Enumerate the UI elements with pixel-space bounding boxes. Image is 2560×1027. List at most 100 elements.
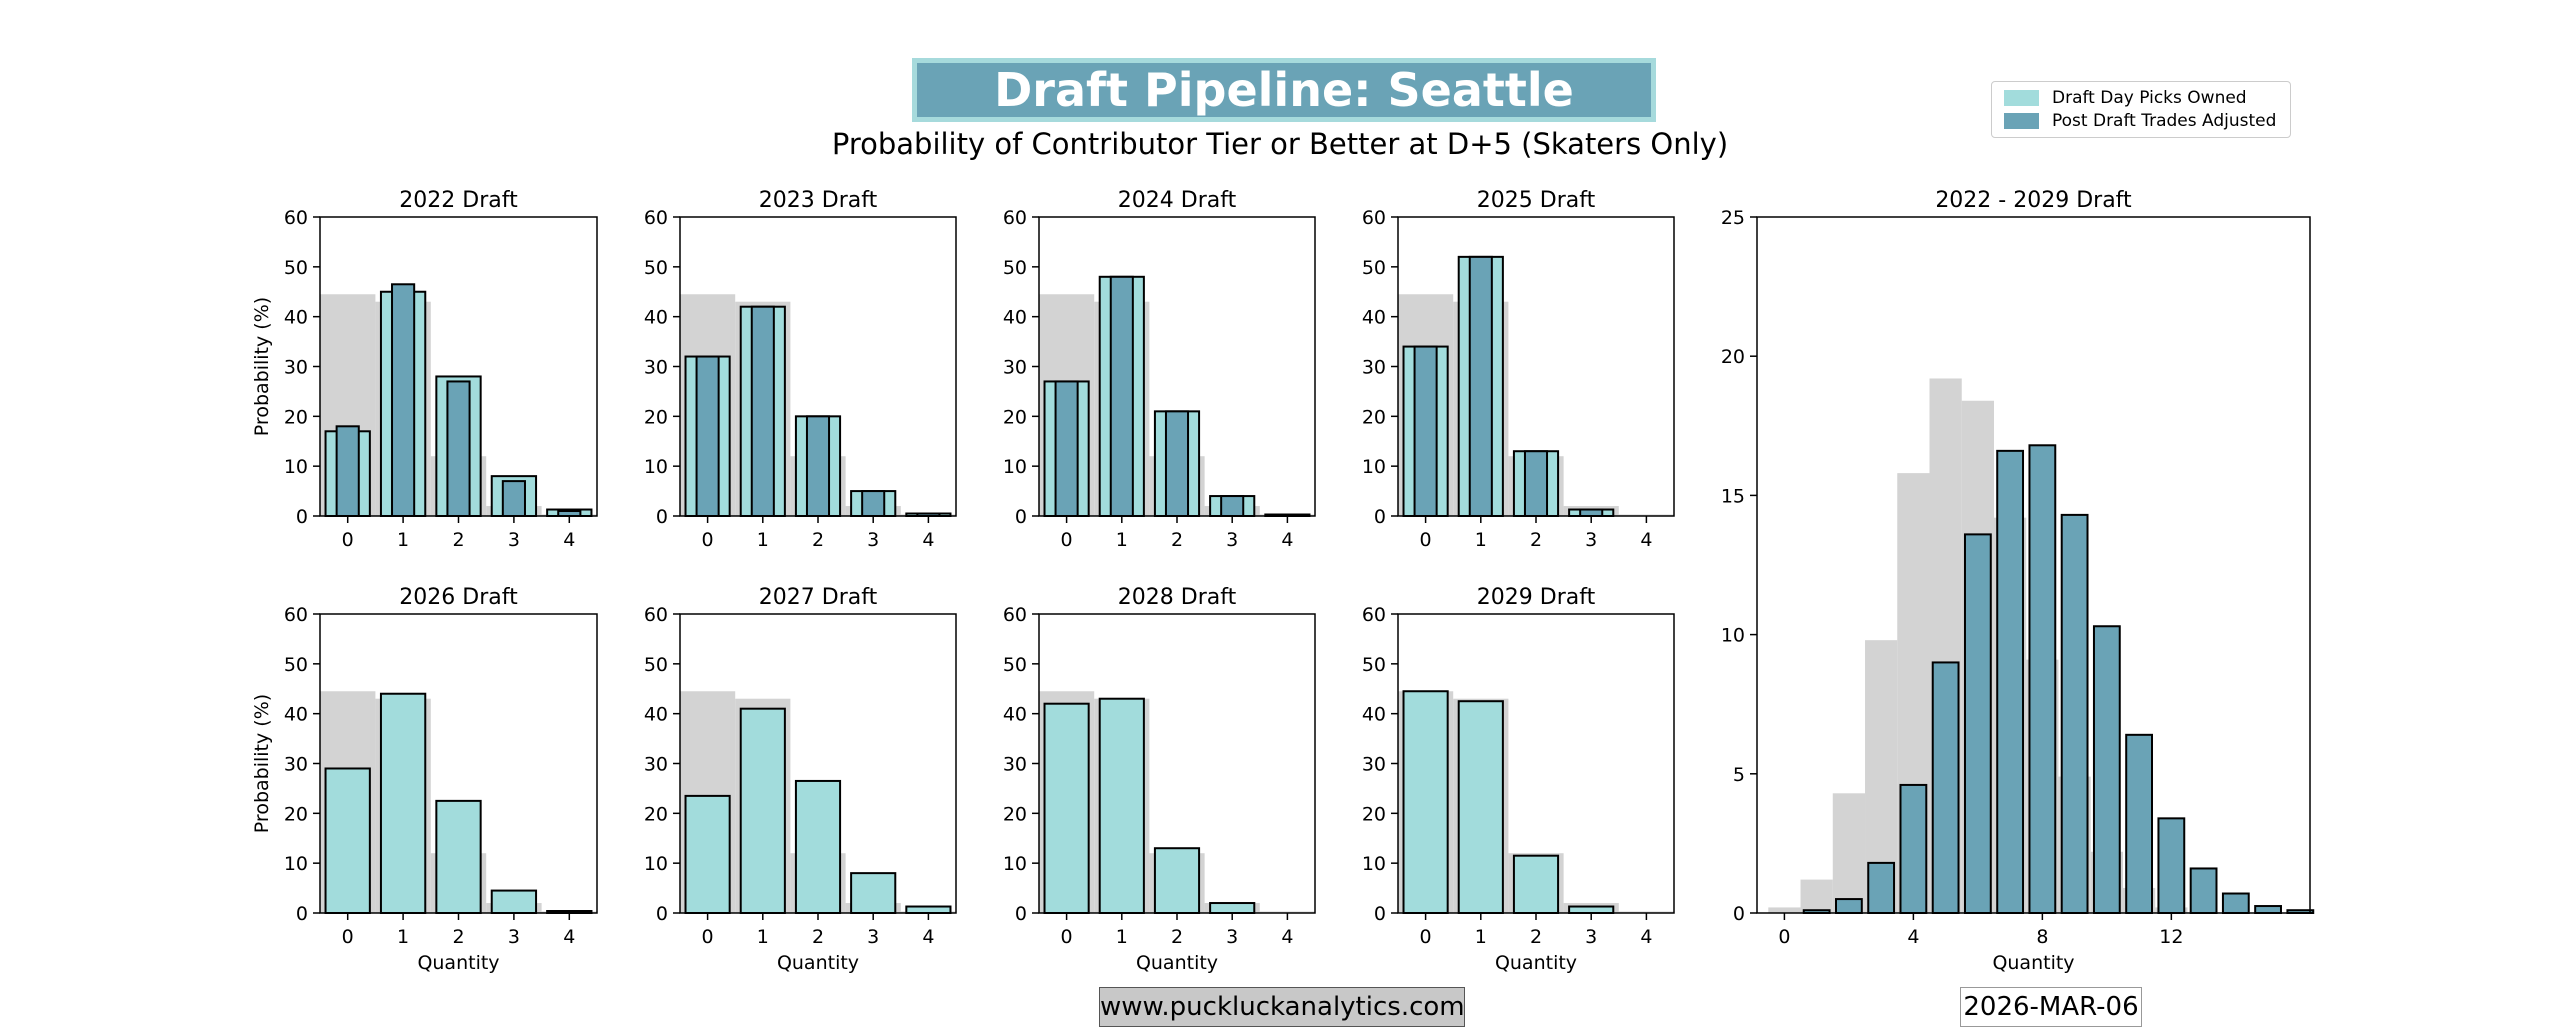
- x-tick-label: 3: [1226, 926, 1238, 948]
- y-tick-label: 0: [1733, 903, 1745, 925]
- x-tick-label: 3: [867, 926, 879, 948]
- y-axis-label: Probability (%): [251, 694, 273, 833]
- y-tick-label: 0: [1374, 506, 1386, 528]
- y-tick-label: 20: [1362, 406, 1386, 428]
- y-tick-label: 10: [644, 853, 668, 875]
- post-trade-bar: [1963, 533, 1992, 914]
- draft-day-bar: [490, 889, 538, 915]
- x-tick-label: 4: [922, 529, 934, 551]
- x-tick-label: 3: [1226, 529, 1238, 551]
- post-trade-bar: [391, 283, 416, 517]
- x-tick-label: 0: [1420, 529, 1432, 551]
- x-tick-label: 4: [1640, 529, 1652, 551]
- y-tick-label: 60: [644, 604, 668, 626]
- x-axis-label: Quantity: [777, 952, 859, 974]
- y-tick-label: 10: [1003, 853, 1027, 875]
- y-tick-label: 20: [644, 803, 668, 825]
- x-axis-label: Quantity: [1136, 952, 1218, 974]
- panel-title: 2024 Draft: [1118, 188, 1237, 213]
- y-tick-label: 0: [1374, 903, 1386, 925]
- baseline-bar: [1768, 907, 1801, 913]
- y-tick-label: 0: [1015, 506, 1027, 528]
- x-tick-label: 1: [1116, 926, 1128, 948]
- date-footer: 2026-MAR-06: [1960, 987, 2142, 1027]
- y-tick-label: 60: [284, 207, 308, 229]
- y-tick-label: 0: [656, 506, 668, 528]
- y-tick-label: 40: [284, 307, 308, 329]
- x-tick-label: 4: [1281, 926, 1293, 948]
- x-tick-label: 1: [1475, 529, 1487, 551]
- post-trade-bar: [335, 425, 360, 517]
- x-tick-label: 0: [702, 529, 714, 551]
- post-trade-bar: [2157, 817, 2186, 914]
- post-trade-bar: [1164, 410, 1190, 518]
- x-tick-label: 0: [1061, 926, 1073, 948]
- x-tick-label: 2: [452, 529, 464, 551]
- post-trade-bar: [1413, 345, 1438, 518]
- panel-title: 2022 - 2029 Draft: [1935, 188, 2132, 213]
- x-tick-label: 4: [1907, 926, 1919, 948]
- x-tick-label: 4: [563, 926, 575, 948]
- website-footer: www.puckluckanalytics.com: [1099, 987, 1465, 1027]
- legend-label-post-trade: Post Draft Trades Adjusted: [2052, 111, 2277, 131]
- post-trade-bar: [2125, 733, 2154, 914]
- post-trade-bar: [1109, 275, 1134, 517]
- y-tick-label: 30: [1003, 754, 1027, 776]
- y-tick-label: 40: [644, 307, 668, 329]
- y-tick-label: 60: [284, 604, 308, 626]
- x-tick-label: 0: [342, 926, 354, 948]
- y-tick-label: 60: [1003, 207, 1027, 229]
- post-trade-bar: [2221, 892, 2250, 915]
- post-trade-bar: [695, 355, 720, 517]
- baseline-bar: [1832, 793, 1866, 913]
- x-tick-label: 4: [563, 529, 575, 551]
- y-tick-label: 10: [644, 456, 668, 478]
- x-tick-label: 4: [1640, 926, 1652, 948]
- draft-day-bar: [684, 794, 731, 914]
- draft-day-bar: [1209, 902, 1256, 914]
- legend-swatch-post-trade: [2004, 113, 2039, 129]
- y-tick-label: 30: [644, 357, 668, 379]
- draft-day-bar: [1402, 690, 1449, 914]
- x-tick-label: 3: [867, 529, 879, 551]
- post-trade-bar: [1468, 255, 1493, 517]
- y-tick-label: 30: [1362, 357, 1386, 379]
- y-tick-label: 60: [644, 207, 668, 229]
- y-tick-label: 50: [284, 654, 308, 676]
- post-trade-bar: [2092, 625, 2121, 914]
- x-tick-label: 2: [1171, 926, 1183, 948]
- draft-day-bar: [1098, 697, 1145, 915]
- panel-title: 2025 Draft: [1477, 188, 1596, 213]
- post-trade-bar: [750, 305, 775, 518]
- y-tick-label: 20: [644, 406, 668, 428]
- x-tick-label: 2: [1530, 926, 1542, 948]
- post-trade-bar: [1579, 508, 1604, 518]
- x-tick-label: 0: [702, 926, 714, 948]
- y-tick-label: 50: [1362, 654, 1386, 676]
- x-tick-label: 1: [397, 926, 409, 948]
- post-trade-bar: [1835, 898, 1863, 915]
- x-tick-label: 1: [757, 529, 769, 551]
- post-trade-bar: [1899, 783, 1928, 914]
- post-trade-bar: [2060, 513, 2089, 914]
- post-trade-bar: [2028, 444, 2057, 914]
- x-axis-label: Quantity: [1992, 952, 2074, 974]
- y-tick-label: 60: [1362, 604, 1386, 626]
- draft-day-bar: [324, 767, 371, 914]
- x-tick-label: 1: [757, 926, 769, 948]
- draft-day-bar: [1043, 702, 1090, 915]
- y-tick-label: 60: [1362, 207, 1386, 229]
- y-tick-label: 15: [1721, 485, 1745, 507]
- y-tick-label: 30: [1003, 357, 1027, 379]
- post-trade-bar: [1931, 661, 1960, 914]
- y-tick-label: 20: [1003, 406, 1027, 428]
- panel-title: 2022 Draft: [399, 188, 518, 213]
- x-tick-label: 8: [2036, 926, 2048, 948]
- panel-title: 2029 Draft: [1477, 585, 1596, 610]
- chart-subtitle: Probability of Contributor Tier or Bette…: [831, 127, 1729, 161]
- panel-title: 2027 Draft: [759, 585, 878, 610]
- x-tick-label: 0: [342, 529, 354, 551]
- y-tick-label: 0: [296, 506, 308, 528]
- y-tick-label: 40: [1362, 307, 1386, 329]
- post-trade-bar: [1220, 495, 1245, 518]
